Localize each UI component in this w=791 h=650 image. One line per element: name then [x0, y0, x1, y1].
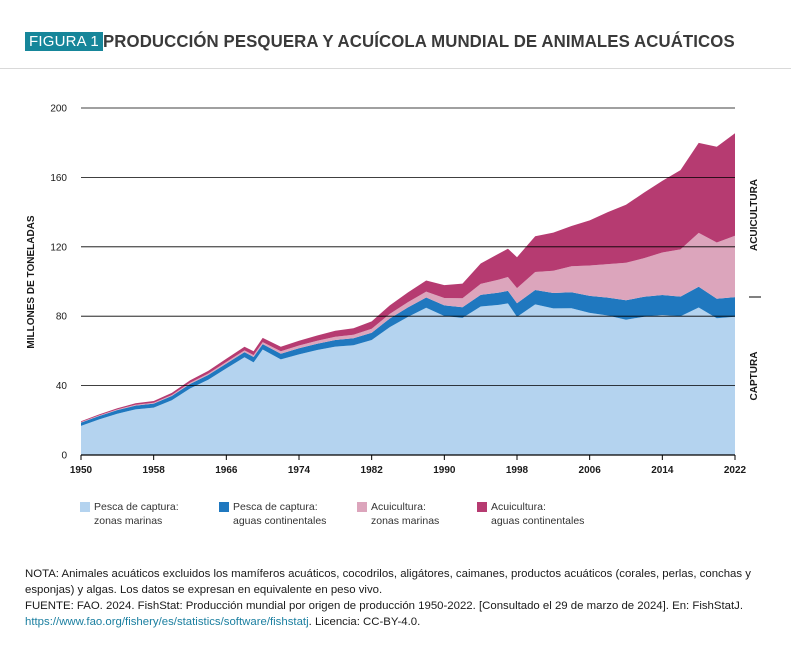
legend-label-line2: aguas continentales — [491, 515, 585, 527]
x-tick-label: 1966 — [215, 465, 238, 476]
area-capture-marine — [81, 303, 735, 455]
x-tick-label: 2006 — [579, 465, 602, 476]
side-labels: ACUICULTURA CAPTURA — [749, 179, 761, 400]
source-link[interactable]: https://www.fao.org/fishery/es/statistic… — [25, 616, 309, 628]
source-text: FUENTE: FAO. 2024. FishStat: Producción … — [25, 598, 770, 630]
x-tick-label: 2014 — [651, 465, 674, 476]
x-tick-label: 1958 — [143, 465, 166, 476]
gridlines — [81, 107, 735, 387]
source-citation: FUENTE: FAO. 2024. FishStat: Producción … — [25, 600, 744, 612]
legend-label-line2: zonas marinas — [371, 515, 440, 527]
legend-swatch-capture-inland — [219, 502, 229, 512]
legend-label-line1: Pesca de captura: — [233, 501, 318, 513]
license-text: . Licencia: CC-BY-4.0. — [308, 616, 421, 628]
legend-label-line2: aguas continentales — [233, 515, 327, 527]
axes: 0 40 80 120 160 200 1950 1958 1966 1974 1982 1990 19… — [50, 104, 746, 477]
x-tick-label: 1990 — [433, 465, 456, 476]
figure-title: PRODUCCIÓN PESQUERA Y ACUÍCOLA MUNDIAL D… — [103, 31, 735, 51]
legend-label-line2: zonas marinas — [94, 515, 163, 527]
x-tick-label: 1950 — [70, 465, 93, 476]
side-label-capture: CAPTURA — [749, 352, 760, 401]
y-tick-label: 120 — [50, 242, 67, 253]
y-tick-label: 200 — [50, 104, 67, 115]
side-label-aquaculture: ACUICULTURA — [749, 179, 760, 251]
area-layer — [81, 133, 735, 455]
y-tick-label: 160 — [50, 173, 67, 184]
y-tick-label: 80 — [56, 312, 68, 323]
y-tick-label: 40 — [56, 381, 68, 392]
figure-badge: FIGURA 1 — [25, 32, 103, 51]
area-capture-inland — [81, 286, 735, 426]
x-tick-label: 1974 — [288, 465, 311, 476]
area-aquaculture-marine — [81, 232, 735, 423]
legend-label-line1: Acuicultura: — [371, 501, 426, 513]
x-tick-label: 2022 — [724, 465, 747, 476]
figure-header: FIGURA 1 PRODUCCIÓN PESQUERA Y ACUÍCOLA … — [0, 0, 791, 68]
legend-swatch-aqua-inland — [477, 502, 487, 512]
chart-legend: Pesca de captura: zonas marinas Pesca de… — [0, 500, 791, 540]
legend-label-line1: Acuicultura: — [491, 501, 546, 513]
note-text: NOTA: Animales acuáticos excluidos los m… — [25, 568, 751, 596]
legend-swatch-capture-marine — [80, 502, 90, 512]
legend-label-line1: Pesca de captura: — [94, 501, 179, 513]
legend-swatch-aqua-marine — [357, 502, 367, 512]
production-area-chart: 0 40 80 120 160 200 1950 1958 1966 1974 1982 1990 19… — [26, 104, 761, 477]
x-tick-label: 1998 — [506, 465, 529, 476]
y-axis-label: MILLONES DE TONELADAS — [26, 215, 37, 348]
x-tick-label: 1982 — [361, 465, 384, 476]
header-divider — [0, 68, 791, 69]
area-aquaculture-inland — [81, 133, 735, 422]
figure-notes: NOTA: Animales acuáticos excluidos los m… — [25, 566, 770, 630]
y-tick-label: 0 — [61, 451, 67, 462]
